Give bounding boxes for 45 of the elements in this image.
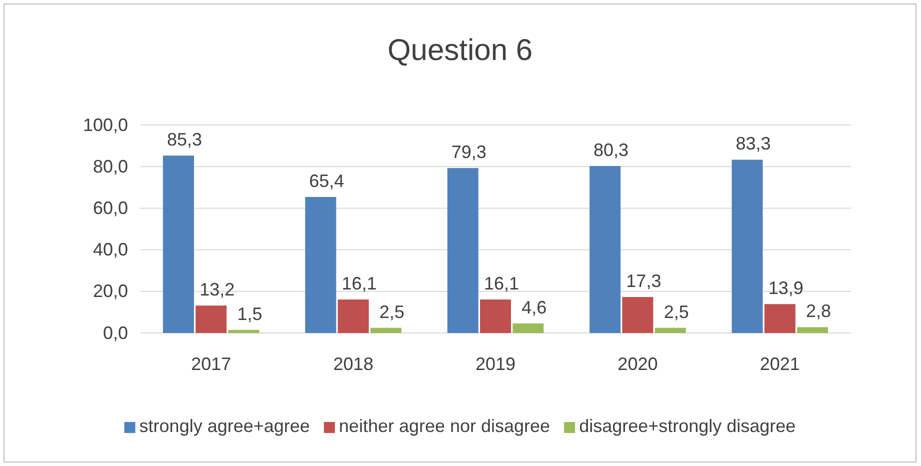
y-tick-label: 100,0 bbox=[82, 114, 128, 135]
legend-label: disagree+strongly disagree bbox=[579, 416, 796, 436]
data-label: 79,3 bbox=[451, 142, 486, 162]
bar bbox=[228, 330, 260, 333]
chart-title: Question 6 bbox=[387, 34, 533, 67]
bar bbox=[305, 196, 336, 333]
y-tick-label: 60,0 bbox=[92, 198, 128, 218]
data-label: 2,5 bbox=[664, 302, 689, 322]
data-label: 85,3 bbox=[166, 130, 202, 150]
bar bbox=[622, 297, 654, 333]
legend-label: neither agree nor disagree bbox=[338, 416, 550, 436]
bar bbox=[370, 328, 402, 333]
data-label: 16,1 bbox=[484, 274, 520, 294]
data-label: 2,5 bbox=[379, 302, 404, 322]
x-tick-label: 2018 bbox=[333, 354, 374, 374]
bar bbox=[196, 306, 227, 333]
data-label: 17,3 bbox=[626, 271, 662, 292]
x-tick-label: 2019 bbox=[475, 354, 516, 374]
x-tick-label: 2017 bbox=[191, 354, 232, 374]
bar bbox=[764, 304, 796, 333]
bar bbox=[590, 166, 621, 333]
bar bbox=[654, 328, 686, 333]
data-label: 80,3 bbox=[594, 140, 629, 160]
x-tick-label: 2020 bbox=[618, 354, 658, 374]
bar bbox=[797, 327, 828, 333]
data-label: 16,1 bbox=[342, 274, 377, 294]
data-label: 2,8 bbox=[806, 301, 832, 322]
legend-label: strongly agree+agree bbox=[139, 416, 310, 436]
bar bbox=[480, 300, 511, 333]
y-tick-label: 0,0 bbox=[102, 322, 128, 343]
data-label: 65,4 bbox=[309, 170, 344, 191]
bar bbox=[732, 160, 763, 333]
x-tick-label: 2021 bbox=[760, 354, 800, 374]
bar bbox=[162, 156, 194, 333]
y-tick-label: 80,0 bbox=[92, 156, 128, 176]
y-tick-label: 20,0 bbox=[92, 281, 128, 302]
data-label: 83,3 bbox=[736, 134, 771, 154]
bar bbox=[447, 168, 478, 333]
bar bbox=[338, 300, 369, 333]
data-label: 4,6 bbox=[522, 297, 547, 318]
data-label: 13,2 bbox=[200, 280, 235, 300]
y-tick-label: 40,0 bbox=[92, 240, 128, 260]
data-label: 13,9 bbox=[768, 278, 804, 298]
data-label: 1,5 bbox=[237, 304, 262, 324]
bar bbox=[512, 323, 544, 333]
